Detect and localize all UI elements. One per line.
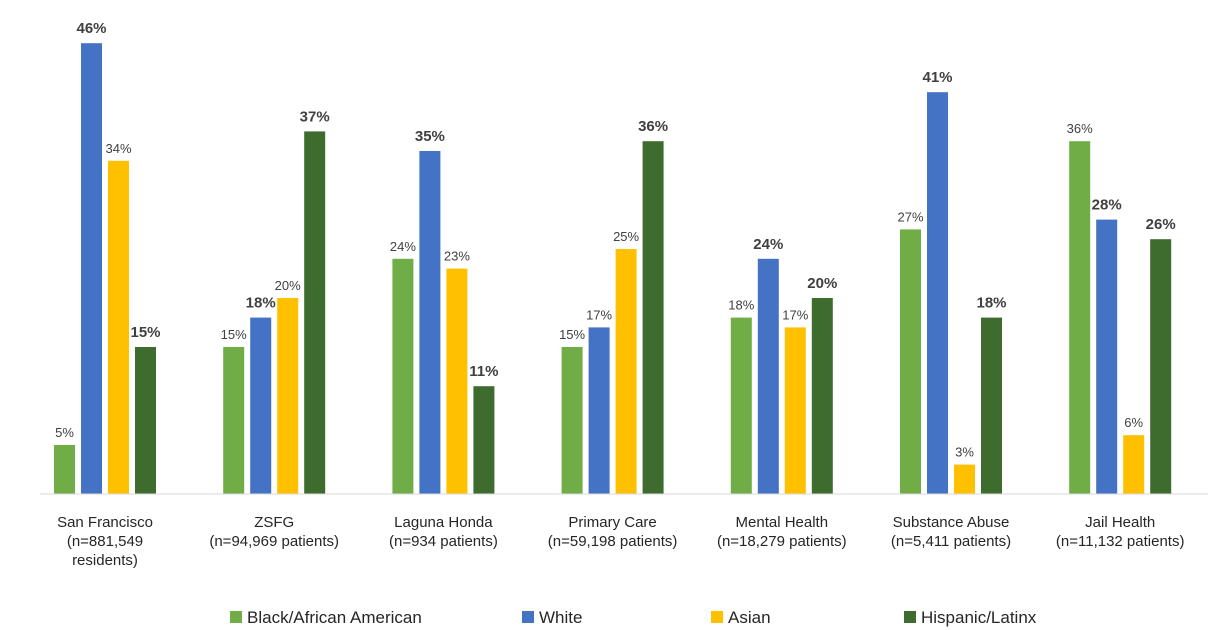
data-label-3-0: 15% xyxy=(559,327,585,342)
legend-item-0: Black/African American xyxy=(230,608,422,627)
legend-label-1: White xyxy=(539,608,582,627)
bar-3-1 xyxy=(588,327,610,494)
bar-0-1 xyxy=(81,43,102,494)
data-label-4-2: 17% xyxy=(782,307,808,322)
bar-5-1 xyxy=(927,92,948,494)
category-label-0: San Francisco (n=881,549 residents) xyxy=(57,514,153,569)
data-label-3-3: 36% xyxy=(638,118,668,135)
data-label-1-1: 18% xyxy=(246,295,276,312)
category-labels-layer: San Francisco (n=881,549 residents) ZSFG (n=… xyxy=(57,514,1184,569)
legend-label-3: Hispanic/Latinx xyxy=(921,608,1037,627)
data-label-6-1: 28% xyxy=(1092,197,1122,214)
bar-5-0 xyxy=(900,229,921,494)
data-label-4-0: 18% xyxy=(728,298,754,313)
bar-1-0 xyxy=(223,347,245,494)
data-label-0-0: 5% xyxy=(55,425,74,440)
data-label-6-0: 36% xyxy=(1067,121,1093,136)
legend-item-2: Asian xyxy=(711,608,771,627)
data-label-6-3: 26% xyxy=(1146,216,1176,233)
legend-label-2: Asian xyxy=(728,608,771,627)
bar-6-2 xyxy=(1123,435,1145,494)
data-label-4-1: 24% xyxy=(753,236,783,253)
data-label-3-2: 25% xyxy=(613,229,639,244)
category-label-3: Primary Care (n=59,198 patients) xyxy=(548,514,678,550)
bar-5-3 xyxy=(981,317,1002,494)
legend-swatch-2 xyxy=(711,611,723,623)
data-label-5-2: 3% xyxy=(955,445,974,460)
data-label-5-3: 18% xyxy=(976,295,1006,312)
data-label-1-0: 15% xyxy=(221,327,247,342)
legend-swatch-0 xyxy=(230,611,242,623)
category-label-1: ZSFG (n=94,969 patients) xyxy=(209,514,339,550)
data-labels-layer: 5%46%34%15% 15%18%20%37%24%35%23%11%15%17… xyxy=(55,20,1176,459)
data-label-2-1: 35% xyxy=(415,128,445,145)
data-label-2-3: 11% xyxy=(469,363,498,380)
bar-5-2 xyxy=(954,464,975,494)
category-label-5: Substance Abuse (n=5,411 patients) xyxy=(891,514,1011,550)
data-label-0-2: 34% xyxy=(105,141,131,156)
bar-2-2 xyxy=(446,268,468,494)
bar-3-2 xyxy=(615,249,637,494)
legend: Black/African American White Asian Hispanic… xyxy=(230,608,1037,627)
bars-layer xyxy=(54,43,1172,495)
data-label-3-1: 17% xyxy=(586,307,612,322)
data-label-5-1: 41% xyxy=(922,69,952,86)
legend-item-1: White xyxy=(522,608,582,627)
data-label-1-2: 20% xyxy=(275,278,301,293)
bar-4-0 xyxy=(730,317,752,494)
bar-0-3 xyxy=(135,347,156,494)
bar-6-1 xyxy=(1096,219,1118,494)
bar-6-3 xyxy=(1150,239,1172,494)
data-label-1-3: 37% xyxy=(300,108,330,125)
category-label-6: Jail Health (n=11,132 patients) xyxy=(1056,514,1185,550)
bar-4-1 xyxy=(757,258,779,494)
bar-4-3 xyxy=(811,298,833,494)
data-label-2-2: 23% xyxy=(444,249,470,264)
data-label-0-1: 46% xyxy=(76,20,106,37)
bar-3-0 xyxy=(561,347,583,494)
bar-1-1 xyxy=(250,317,272,494)
data-label-0-3: 15% xyxy=(130,324,160,341)
legend-label-0: Black/African American xyxy=(247,608,422,627)
data-label-5-0: 27% xyxy=(897,209,923,224)
bar-4-2 xyxy=(784,327,806,494)
bar-1-3 xyxy=(304,131,326,494)
bar-2-0 xyxy=(392,258,414,494)
data-label-6-2: 6% xyxy=(1124,415,1143,430)
bar-6-0 xyxy=(1069,141,1091,494)
legend-swatch-3 xyxy=(904,611,916,623)
category-label-4: Mental Health (n=18,279 patients) xyxy=(717,514,847,550)
bar-2-3 xyxy=(473,386,495,494)
legend-swatch-1 xyxy=(522,611,534,623)
data-label-2-0: 24% xyxy=(390,239,416,254)
bar-0-0 xyxy=(54,445,75,494)
bar-3-3 xyxy=(642,141,664,494)
legend-item-3: Hispanic/Latinx xyxy=(904,608,1037,627)
category-label-2: Laguna Honda (n=934 patients) xyxy=(389,514,498,550)
bar-1-2 xyxy=(277,298,299,494)
data-label-4-3: 20% xyxy=(807,275,837,292)
bar-0-2 xyxy=(108,160,129,495)
bar-2-1 xyxy=(419,151,441,494)
